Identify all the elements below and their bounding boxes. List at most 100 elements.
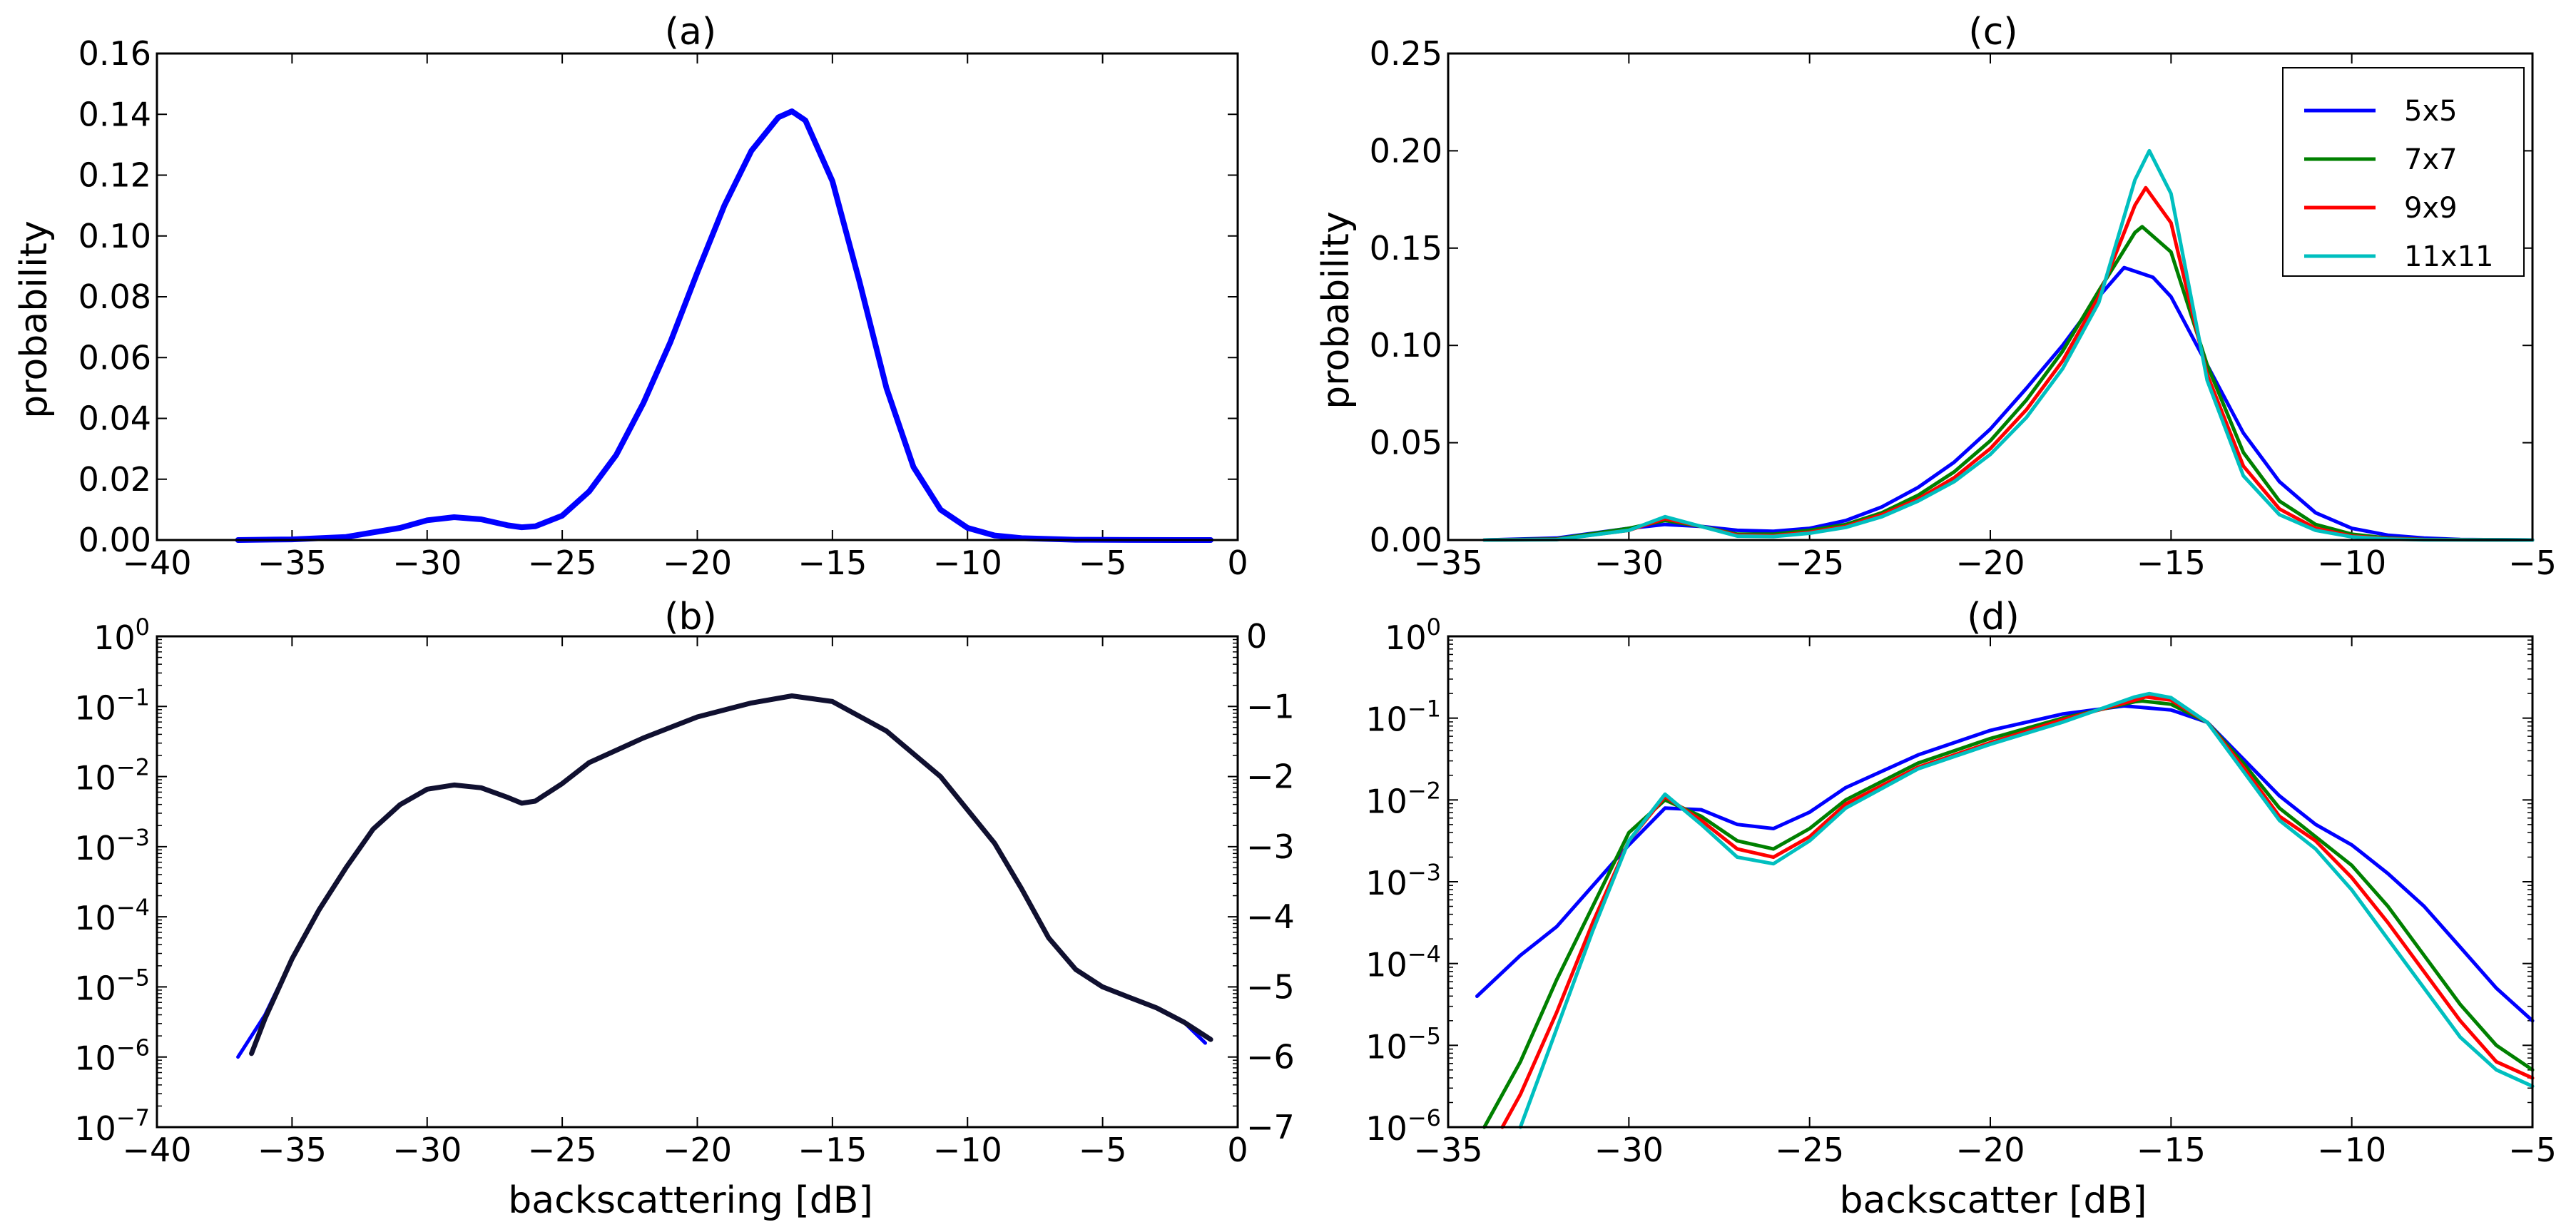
panel-a-series-pdf [235, 108, 1214, 543]
panel-d-xtick-label: −20 [1955, 1131, 2025, 1169]
legend-label: 11x11 [2404, 240, 2493, 273]
panel-c-xtick-label: −35 [1413, 544, 1482, 582]
legend-box [2282, 67, 2525, 277]
panel-c-ytick-label: 0.15 [1370, 229, 1442, 268]
panel-d-ytick-label: 10−1 [1365, 696, 1441, 739]
panel-a-xtick-label: −35 [258, 544, 327, 582]
panel-b-xlabel: backscattering [dB] [508, 1179, 872, 1222]
panel-b-xtick-label: −35 [258, 1131, 327, 1169]
panel-b-ytick-label: 10−1 [74, 683, 150, 727]
panel-b-ytick-right-label: −6 [1246, 1038, 1295, 1076]
panel-c-ytick-label: 0.20 [1370, 131, 1442, 170]
panel-b-series-histogram [236, 694, 1207, 1059]
panel-b-series-fit [249, 693, 1213, 1057]
panel-d-xtick-label: −25 [1775, 1131, 1844, 1169]
panel-d-series [1475, 691, 2535, 1129]
panel-c-ytick-label: 0.10 [1370, 326, 1442, 365]
panel-d-ticks: −35 −30 −25 −20 −15 −10 −5 10−6 10−5 10−4 10−3 10−2… [1365, 614, 2557, 1169]
panel-b-ytick-right-label: −2 [1246, 758, 1295, 796]
panel-d: (d) backscatter [dB] −35 −30 −25 −20 −15 −10−… [1365, 596, 2557, 1222]
panel-a-ytick-label: 0.08 [78, 278, 151, 316]
panel-d-ytick-label: 10−6 [1365, 1104, 1441, 1148]
panel-b-title: (b) [664, 596, 717, 638]
panel-c-ytick-label: 0.05 [1370, 424, 1442, 462]
panel-a-xtick-label: −10 [933, 544, 1002, 582]
panel-d-xtick-label: −15 [2137, 1131, 2206, 1169]
panel-a-ytick-label: 0.02 [78, 460, 151, 499]
panel-d-ytick-label: 100 [1385, 614, 1441, 657]
panel-b-ytick-right-label: −7 [1246, 1108, 1295, 1146]
panel-a-ytick-label: 0.12 [78, 156, 151, 195]
panel-c-legend: 5x5 7x7 9x9 11x11 [2282, 67, 2525, 277]
panel-a-xtick-label: −30 [392, 544, 462, 582]
panel-b-ytick-label: 10−7 [74, 1104, 150, 1148]
panel-d-xtick-label: −5 [2508, 1131, 2557, 1169]
panel-a-xtick-label: −15 [798, 544, 867, 582]
panel-b-xtick-label: 0 [1227, 1131, 1248, 1169]
panel-d-ytick-label: 10−3 [1365, 859, 1441, 902]
panel-b-ytick-label: 10−2 [74, 754, 150, 798]
panel-a-ylabel: probability [13, 220, 56, 418]
panel-b-ytick-label: 10−3 [74, 824, 150, 867]
panel-b-series [236, 693, 1213, 1059]
panel-c-xtick-label: −20 [1955, 544, 2025, 582]
panel-c-ytick-label: 0.00 [1370, 521, 1442, 559]
panel-b-xtick-label: −5 [1079, 1131, 1127, 1169]
panel-a-series [235, 108, 1214, 543]
panel-a: (a) probability −40 −35 −30 −25 −20 −15 −10 −5 0… [13, 11, 1248, 582]
panel-a-ticks: −40 −35 −30 −25 −20 −15 −10 −5 0 0.00 0.02 0.04 0.06… [78, 34, 1248, 582]
panel-b: (b) backscattering [dB] −40 −35 −30 −25 −20−… [74, 596, 1295, 1222]
panel-d-series-11x11 [1518, 691, 2535, 1129]
panel-d-axes-frame [1447, 635, 2534, 1129]
panel-d-series-9x9 [1500, 695, 2535, 1129]
panel-c-axes-frame [1447, 52, 2534, 541]
panel-c: (c) probability −35 −30 −25 −20 −15 −10 −5 0.00… [1315, 11, 2557, 582]
panel-d-title: (d) [1967, 596, 2020, 638]
panel-c-series-5x5 [1482, 265, 2535, 542]
panel-b-ytick-label: 10−6 [74, 1034, 150, 1078]
panel-d-series-5x5 [1475, 704, 2535, 1023]
panel-d-xtick-label: −10 [2317, 1131, 2386, 1169]
panel-a-ytick-label: 0.16 [78, 34, 151, 73]
panel-b-ytick-label: 10−4 [74, 894, 150, 937]
panel-b-ytick-right-label: −1 [1246, 687, 1295, 725]
panel-c-xtick-label: −15 [2137, 544, 2206, 582]
panel-b-xtick-label: −25 [528, 1131, 597, 1169]
panel-d-ytick-label: 10−2 [1365, 777, 1441, 820]
panel-d-series-7x7 [1482, 699, 2535, 1129]
panel-c-xtick-label: −25 [1775, 544, 1844, 582]
legend-label: 7x7 [2404, 143, 2458, 176]
panel-a-ytick-label: 0.10 [78, 217, 151, 255]
panel-c-xtick-label: −10 [2317, 544, 2386, 582]
panel-b-xtick-label: −40 [122, 1131, 191, 1169]
panel-c-xtick-label: −5 [2508, 544, 2557, 582]
panel-c-xtick-label: −30 [1594, 544, 1664, 582]
panel-c-ylabel: probability [1315, 211, 1358, 409]
legend-label: 5x5 [2404, 95, 2458, 128]
legend-label: 9x9 [2404, 192, 2458, 225]
panel-b-ytick-right-label: −5 [1246, 967, 1295, 1006]
panel-a-xtick-label: −40 [122, 544, 191, 582]
panel-d-xtick-label: −30 [1594, 1131, 1664, 1169]
panel-a-xtick-label: −5 [1079, 544, 1127, 582]
panel-b-ticks: −40 −35 −30 −25 −2 0 −15 −10 −5 0 10−7 10−6 10−5 10−4… [74, 614, 1295, 1169]
panel-b-xtick-label: −30 [392, 1131, 462, 1169]
panel-b-ytick-right-label: −3 [1246, 828, 1295, 866]
panel-c-ticks: −35 −30 −25 −20 −15 −10 −5 0.00 0.05 0.10 0.15 0.20… [1370, 34, 2557, 582]
panel-b-ytick-right-label: −4 [1246, 897, 1295, 936]
panel-b-axes-frame [156, 635, 1239, 1129]
panel-a-ytick-label: 0.14 [78, 95, 151, 133]
panel-b-xtick-label: −15 [798, 1131, 867, 1169]
panel-b-ytick-label: 10−5 [74, 964, 150, 1007]
panel-a-xtick-label: −20 [663, 544, 732, 582]
panel-d-xlabel: backscatter [dB] [1839, 1179, 2147, 1222]
panel-a-xtick-label: −25 [528, 544, 597, 582]
panel-a-ytick-label: 0.04 [78, 399, 151, 438]
panel-b-ytick-label: 100 [93, 614, 150, 657]
panel-b-xtick-label: −10 [933, 1131, 1002, 1169]
panel-b-ytick-right-label: 0 [1246, 617, 1267, 656]
panel-c-ytick-label: 0.25 [1370, 34, 1442, 73]
panel-d-ytick-label: 10−5 [1365, 1022, 1441, 1066]
panel-a-axes-frame [156, 52, 1239, 541]
